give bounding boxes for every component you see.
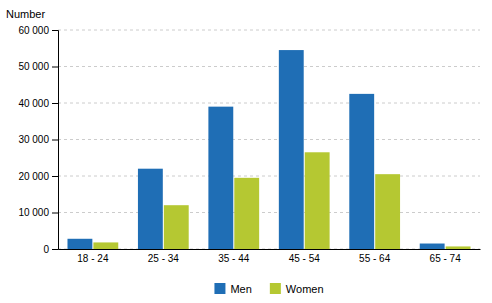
legend-swatch bbox=[214, 283, 225, 294]
y-tick-mark bbox=[52, 140, 58, 141]
x-axis-line bbox=[59, 249, 481, 250]
y-tick-label: 30 000 bbox=[18, 134, 49, 145]
y-tick-mark bbox=[52, 103, 58, 104]
bar bbox=[138, 169, 163, 249]
y-tick-mark bbox=[52, 213, 58, 214]
y-tick: 10 000 bbox=[18, 207, 58, 218]
y-axis-line bbox=[52, 31, 59, 250]
grid-line bbox=[58, 103, 480, 104]
x-tick: 35 - 44 bbox=[218, 253, 250, 264]
y-axis-label: Number bbox=[6, 8, 45, 20]
legend-swatch bbox=[270, 283, 281, 294]
grid-line bbox=[58, 249, 480, 250]
bar bbox=[67, 239, 92, 249]
x-tick: 18 - 24 bbox=[77, 253, 109, 264]
grid-line bbox=[58, 176, 480, 177]
y-tick-label: 20 000 bbox=[18, 171, 49, 182]
y-tick-mark bbox=[52, 176, 58, 177]
bar bbox=[420, 244, 445, 249]
legend-item: Women bbox=[270, 283, 324, 295]
bar bbox=[446, 246, 471, 249]
chart: 0 10 000 20 000 30 000 40 000 50 000 60 000 18 … bbox=[0, 0, 492, 303]
bar bbox=[234, 178, 259, 249]
bar bbox=[279, 50, 304, 249]
y-tick-label: 10 000 bbox=[18, 207, 49, 218]
y-tick-label: 0 bbox=[43, 244, 49, 255]
y-tick-label: 60 000 bbox=[18, 25, 49, 36]
y-tick: 60 000 bbox=[18, 25, 58, 36]
x-tick: 45 - 54 bbox=[289, 253, 321, 264]
legend: Men Women bbox=[214, 283, 323, 295]
y-tick-mark bbox=[52, 30, 58, 31]
y-tick-label: 50 000 bbox=[18, 61, 49, 72]
x-tick-label: 45 - 54 bbox=[289, 253, 321, 264]
x-tick-label: 55 - 64 bbox=[359, 253, 391, 264]
legend-label: Men bbox=[230, 283, 251, 295]
x-tick-label: 25 - 34 bbox=[148, 253, 180, 264]
x-tick-label: 35 - 44 bbox=[218, 253, 250, 264]
bar bbox=[208, 107, 233, 249]
plot: 0 10 000 20 000 30 000 40 000 50 000 60 000 18 … bbox=[18, 25, 480, 264]
bars bbox=[67, 50, 470, 249]
y-tick: 40 000 bbox=[18, 98, 58, 109]
bar bbox=[164, 205, 189, 249]
y-tick-label: 40 000 bbox=[18, 98, 49, 109]
bar bbox=[375, 174, 400, 249]
y-tick-mark bbox=[52, 67, 58, 68]
x-tick: 65 - 74 bbox=[430, 253, 462, 264]
y-tick: 0 bbox=[43, 244, 58, 255]
y-tick: 30 000 bbox=[18, 134, 58, 145]
x-tick-label: 65 - 74 bbox=[430, 253, 462, 264]
legend-item: Men bbox=[214, 283, 251, 295]
y-tick: 20 000 bbox=[18, 171, 58, 182]
x-axis: 18 - 24 25 - 34 35 - 44 45 - 54 55 - 64 65 - … bbox=[59, 250, 481, 265]
legend-label: Women bbox=[286, 283, 324, 295]
grid-line bbox=[58, 30, 480, 31]
x-tick: 25 - 34 bbox=[148, 253, 180, 264]
x-tick: 55 - 64 bbox=[359, 253, 391, 264]
y-tick: 50 000 bbox=[18, 61, 58, 72]
x-tick-label: 18 - 24 bbox=[77, 253, 109, 264]
grid bbox=[58, 30, 480, 249]
y-tick-mark bbox=[52, 249, 58, 250]
bar bbox=[349, 94, 374, 249]
grid-line bbox=[58, 212, 480, 213]
bar-series bbox=[67, 50, 444, 249]
bar-series bbox=[93, 152, 470, 249]
grid-line bbox=[58, 139, 480, 140]
bar bbox=[305, 152, 330, 249]
y-axis: 0 10 000 20 000 30 000 40 000 50 000 60 000 bbox=[18, 25, 58, 255]
bar bbox=[93, 242, 118, 249]
grid-line bbox=[58, 66, 480, 67]
